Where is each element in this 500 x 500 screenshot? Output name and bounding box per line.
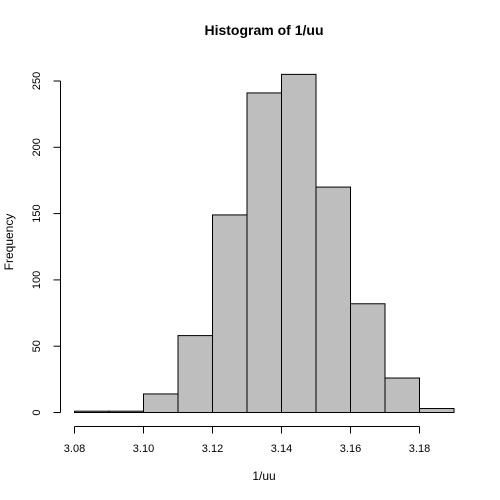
x-tick-label: 3.10 [133,443,154,455]
histogram-bar-3 [177,335,213,414]
y-axis: 0 50 100 150 200 250 [31,72,61,416]
x-axis: 3.08 3.10 3.12 3.14 3.16 3.18 [64,426,430,455]
bars-group [74,73,455,414]
y-tick-label: 100 [31,271,43,289]
y-tick-label: 200 [31,138,43,156]
histogram-bar-6 [281,73,317,414]
chart-title: Histogram of 1/uu [204,22,323,38]
y-tick-label: 0 [31,409,43,415]
y-tick-label: 150 [31,204,43,222]
histogram-bar-0 [74,410,110,414]
histogram-bar-10 [419,408,455,414]
x-tick-label: 3.12 [202,443,223,455]
histogram-bar-2 [143,393,179,414]
y-tick-label: 50 [31,340,43,352]
histogram-bar-1 [108,410,144,414]
histogram-bar-4 [212,214,248,413]
histogram-bar-7 [315,186,351,413]
histogram-bar-8 [350,303,386,414]
y-tick-label: 250 [31,72,43,90]
histogram-bar-9 [384,377,420,413]
x-tick-label: 3.16 [340,443,361,455]
x-axis-label: 1/uu [252,469,275,483]
x-tick-label: 3.18 [409,443,430,455]
y-axis-label: Frequency [2,214,16,271]
x-tick-label: 3.08 [64,443,85,455]
x-tick-label: 3.14 [271,443,292,455]
histogram-bar-5 [246,92,282,414]
